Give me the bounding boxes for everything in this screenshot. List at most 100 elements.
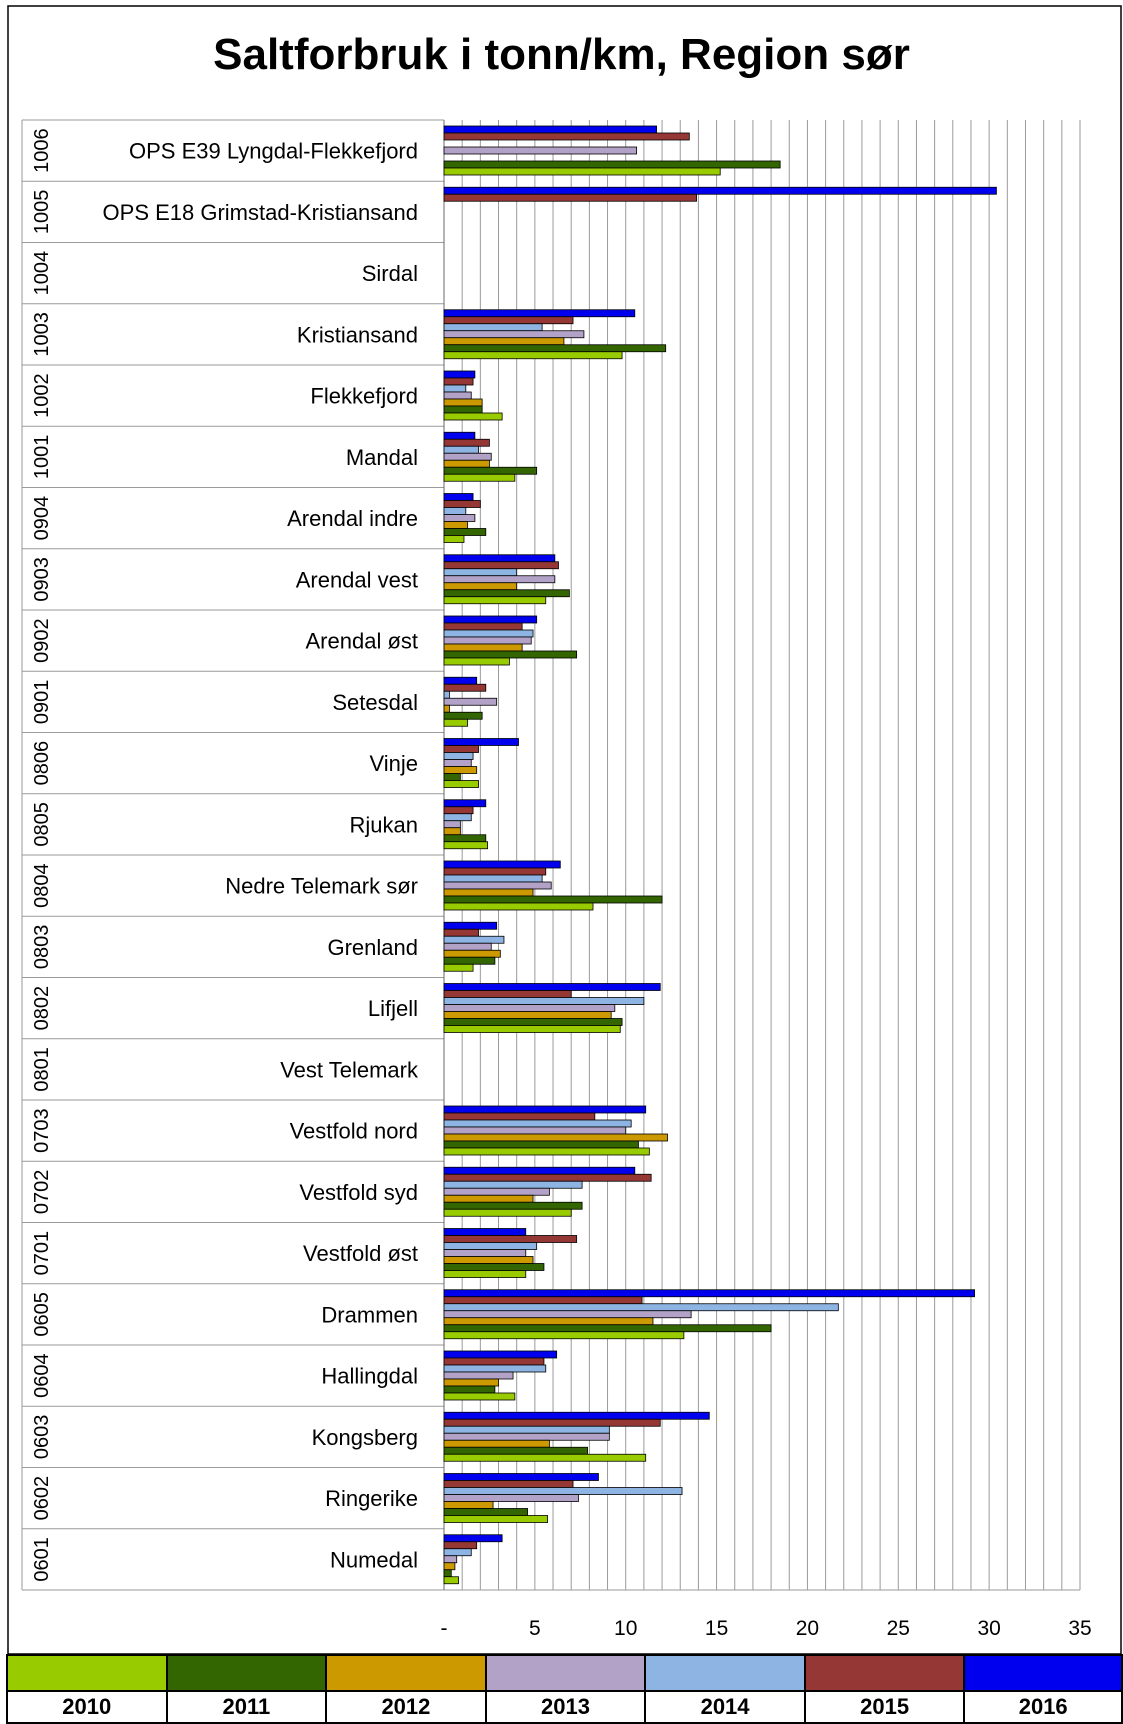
bar-2012-0904 bbox=[443, 521, 469, 529]
legend-swatch bbox=[644, 1654, 806, 1692]
bars bbox=[443, 125, 997, 1585]
bar-2011-0701 bbox=[443, 1263, 545, 1271]
bar-2014-0803 bbox=[443, 935, 505, 944]
bar-2011-1002 bbox=[443, 405, 483, 414]
bar-2013-0901 bbox=[443, 697, 498, 706]
category-name: Hallingdal bbox=[321, 1364, 418, 1389]
bar-2012-0601 bbox=[443, 1562, 456, 1571]
category-code: 1002 bbox=[31, 373, 53, 418]
bar-2016-0602 bbox=[443, 1473, 599, 1481]
bar-2012-0804 bbox=[443, 888, 534, 897]
bar-2016-0803 bbox=[443, 921, 498, 930]
bar-2013-0601 bbox=[443, 1555, 458, 1564]
bar-2014-0806 bbox=[443, 752, 474, 760]
bar-2012-1003 bbox=[443, 337, 565, 346]
category-name: Arendal vest bbox=[296, 567, 418, 592]
bar-2010-0803 bbox=[443, 963, 474, 972]
category-code: 0601 bbox=[31, 1537, 53, 1582]
category-code: 1003 bbox=[31, 312, 53, 357]
category-name: Vestfold nord bbox=[290, 1119, 418, 1144]
x-axis: - 5 10 15 20 25 30 35 bbox=[441, 1617, 1092, 1640]
bar-2011-0802 bbox=[443, 1018, 623, 1026]
bar-2010-0901 bbox=[443, 718, 469, 727]
bar-2011-0803 bbox=[443, 956, 496, 965]
bar-2010-1001 bbox=[443, 473, 516, 482]
bar-2012-1001 bbox=[443, 459, 490, 468]
bar-2010-0603 bbox=[443, 1453, 647, 1462]
bar-2012-0604 bbox=[443, 1378, 499, 1387]
legend-item-2016: 2016 bbox=[963, 1654, 1123, 1724]
legend-item-2015: 2015 bbox=[803, 1654, 966, 1724]
bar-2013-0604 bbox=[443, 1371, 514, 1380]
bar-2016-0603 bbox=[443, 1411, 710, 1420]
category-name: Mandal bbox=[346, 445, 418, 470]
bar-2013-1006 bbox=[443, 146, 638, 155]
bar-2015-0803 bbox=[443, 928, 479, 937]
bar-2012-0901 bbox=[443, 704, 450, 713]
legend-item-2013: 2013 bbox=[484, 1654, 647, 1724]
bar-chart: 1006 OPS E39 Lyngdal-Flekkefjord 1005 OPS E… bbox=[7, 5, 1122, 1654]
legend-swatch bbox=[325, 1654, 487, 1692]
chart-title: Saltforbruk i tonn/km, Region sør bbox=[213, 30, 910, 79]
bar-2015-1006 bbox=[443, 132, 690, 141]
category-name: Vest Telemark bbox=[280, 1057, 419, 1082]
legend-item-2011: 2011 bbox=[165, 1654, 328, 1724]
legend-label: 2012 bbox=[325, 1692, 487, 1724]
bar-2012-0805 bbox=[443, 827, 461, 836]
bar-2013-0903 bbox=[443, 575, 556, 584]
category-name: Arendal øst bbox=[306, 629, 419, 654]
x-tick-label: 5 bbox=[529, 1617, 541, 1640]
bar-2013-0806 bbox=[443, 759, 472, 767]
category-name: Vestfold syd bbox=[299, 1180, 418, 1205]
bar-2011-0604 bbox=[443, 1385, 496, 1394]
bar-2011-0805 bbox=[443, 834, 487, 843]
bar-2011-1001 bbox=[443, 466, 538, 475]
bar-2015-0603 bbox=[443, 1418, 661, 1427]
legend-item-2010: 2010 bbox=[6, 1654, 168, 1724]
bar-2012-1002 bbox=[443, 398, 483, 407]
category-code: 0806 bbox=[31, 741, 53, 786]
category-name: Kristiansand bbox=[297, 322, 418, 347]
category-name: Nedre Telemark sør bbox=[225, 874, 418, 899]
category-code: 1006 bbox=[31, 128, 53, 173]
legend-label: 2015 bbox=[803, 1692, 966, 1724]
bar-2013-0804 bbox=[443, 881, 552, 890]
bar-2010-0702 bbox=[443, 1208, 572, 1217]
category-code: 0902 bbox=[31, 618, 53, 663]
x-tick-label: 25 bbox=[887, 1617, 910, 1640]
bar-2015-0806 bbox=[443, 745, 479, 753]
bar-2014-1001 bbox=[443, 445, 479, 454]
bar-2014-0703 bbox=[443, 1119, 632, 1128]
bar-2012-0903 bbox=[443, 582, 518, 591]
category-code: 0702 bbox=[31, 1170, 53, 1215]
bar-2016-1001 bbox=[443, 431, 476, 440]
gridlines bbox=[7, 5, 1122, 1654]
bar-2010-0604 bbox=[443, 1392, 516, 1401]
bar-2015-1002 bbox=[443, 377, 474, 386]
bar-2011-1006 bbox=[443, 160, 781, 169]
bar-2014-0805 bbox=[443, 813, 472, 822]
bar-2012-0701 bbox=[443, 1256, 534, 1264]
bar-2015-0605 bbox=[443, 1296, 643, 1305]
bar-2012-0603 bbox=[443, 1439, 550, 1448]
bar-2013-1002 bbox=[443, 391, 472, 400]
bar-2014-0804 bbox=[443, 874, 543, 883]
bar-2012-0702 bbox=[443, 1194, 534, 1203]
bar-2015-0602 bbox=[443, 1480, 574, 1488]
bar-2014-0602 bbox=[443, 1487, 683, 1495]
bar-2010-1002 bbox=[443, 412, 503, 421]
bar-2011-1003 bbox=[443, 344, 667, 353]
bar-2010-1003 bbox=[443, 351, 623, 360]
bar-2015-1001 bbox=[443, 438, 490, 447]
bar-2014-0601 bbox=[443, 1548, 472, 1557]
bar-2013-0802 bbox=[443, 1004, 616, 1012]
bar-2014-0904 bbox=[443, 507, 467, 515]
bar-2015-0901 bbox=[443, 683, 487, 692]
bar-2016-1006 bbox=[443, 125, 658, 134]
outer-border bbox=[7, 5, 1122, 1654]
category-code: 0701 bbox=[31, 1231, 53, 1276]
bar-2015-0604 bbox=[443, 1357, 545, 1366]
bar-2014-1002 bbox=[443, 384, 467, 393]
bar-2012-0803 bbox=[443, 949, 501, 958]
